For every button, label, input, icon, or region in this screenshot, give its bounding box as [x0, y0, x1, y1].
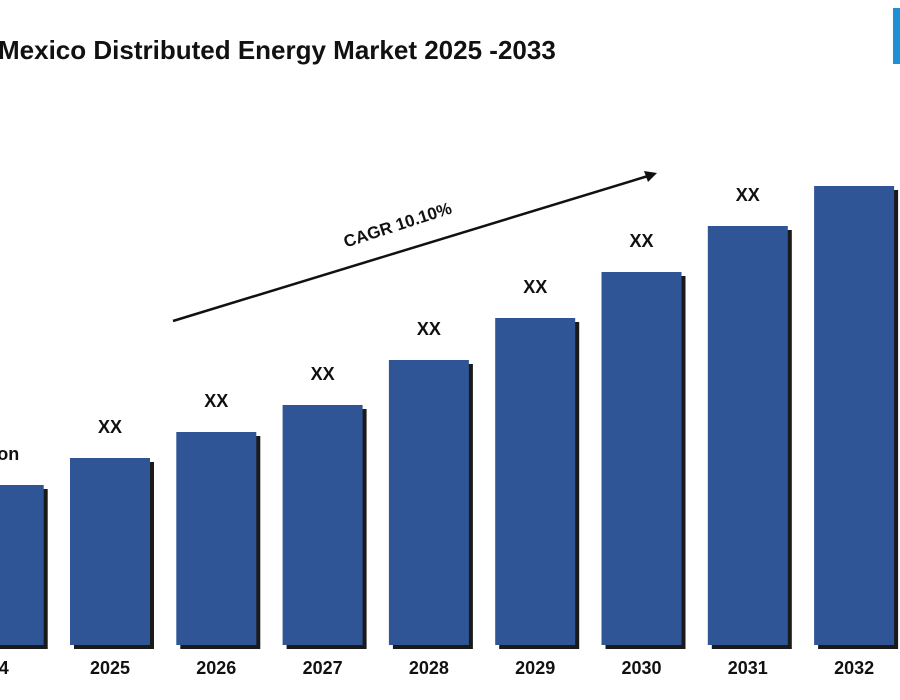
value-label: XX — [736, 185, 760, 205]
value-label: XX — [311, 364, 335, 384]
value-label: XX — [204, 391, 228, 411]
bar — [0, 485, 44, 645]
bar — [176, 432, 257, 645]
chart-title: Mexico Distributed Energy Market 2025 -2… — [0, 35, 556, 65]
value-label: Billion — [0, 444, 19, 464]
value-label: XX — [523, 277, 547, 297]
x-tick-label: 4 — [0, 658, 9, 678]
x-tick-label: 2029 — [515, 658, 555, 678]
value-label: XX — [629, 231, 653, 251]
value-label: XX — [417, 319, 441, 339]
bar — [601, 272, 682, 645]
logo — [893, 8, 900, 64]
x-tick-label: 2032 — [834, 658, 874, 678]
x-tick-label: 2025 — [90, 658, 130, 678]
cagr-label: CAGR 10.10% — [341, 199, 454, 252]
bar — [814, 186, 895, 645]
arrow-head — [644, 171, 657, 182]
bar — [495, 318, 576, 645]
bar — [282, 405, 363, 645]
bar — [388, 360, 469, 645]
x-tick-label: 2030 — [621, 658, 661, 678]
x-tick-label: 2028 — [409, 658, 449, 678]
bars: 4 Billion 2025 XX 2026 XX 2027 XX 2028 XX 2029 XX 20… — [0, 185, 899, 678]
x-tick-label: 2026 — [196, 658, 236, 678]
cagr-arrow — [172, 174, 649, 323]
bar — [707, 226, 788, 645]
value-label: XX — [98, 417, 122, 437]
x-tick-label: 2027 — [303, 658, 343, 678]
x-tick-label: 2031 — [728, 658, 768, 678]
bar — [70, 458, 150, 645]
